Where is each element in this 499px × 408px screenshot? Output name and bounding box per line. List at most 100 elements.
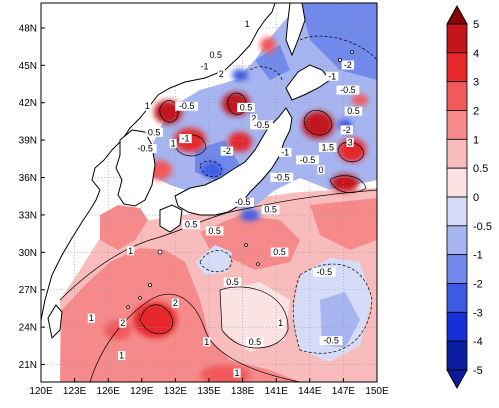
- contour-label-bg: [175, 101, 198, 111]
- contour-label-bg: [340, 125, 353, 135]
- y-tick-label: 24N: [19, 323, 37, 334]
- map-panel: 10.5-12-2-1-0.5-0.51 0.5 0.52-0.50.5 -2-11-…: [19, 2, 389, 397]
- colorbar-label: -4: [473, 336, 483, 348]
- colorbar-label: -0.5: [473, 221, 492, 233]
- contour-label-bg: [145, 127, 163, 137]
- contour-label-bg: [261, 205, 280, 215]
- contour-label-bg: [296, 155, 319, 165]
- colorbar-segment: [446, 311, 468, 342]
- contour-label-bg: [277, 318, 285, 328]
- colorbar-segment: [446, 138, 468, 169]
- field-shelf: [100, 205, 148, 250]
- contour-label-bg: [243, 19, 251, 29]
- contour-label: 2: [173, 298, 178, 308]
- contour-label: 3: [348, 137, 353, 147]
- contour-label: 0.5: [347, 106, 360, 116]
- anomaly-field: [60, 3, 377, 382]
- hot-4: [228, 132, 252, 152]
- contour-label-bg: [198, 61, 211, 71]
- y-tick-label: 30N: [19, 248, 37, 259]
- y-tick-label: 42N: [19, 98, 37, 109]
- contour-label: 1: [128, 246, 133, 256]
- x-tick-label: 129E: [130, 386, 154, 397]
- colorbar-top-arrow: [446, 4, 468, 25]
- contour-label-bg: [346, 137, 354, 147]
- land-islands: [126, 50, 354, 309]
- contour-label-bg: [87, 313, 95, 323]
- contour-label-bg: [220, 146, 234, 156]
- x-tick-label: 144E: [298, 386, 322, 397]
- contour-label: -0.5: [235, 197, 251, 207]
- hot-10: [352, 94, 368, 106]
- colorbar-label: 2: [473, 106, 479, 118]
- contour-label: 2: [219, 69, 224, 79]
- contour-label: -0.5: [137, 144, 153, 154]
- contour-label-bg: [317, 165, 325, 175]
- contour-label: 0.5: [273, 247, 286, 257]
- contour-label: -0.5: [340, 85, 356, 95]
- contour-label-bg: [319, 336, 343, 346]
- contour-label: -0.5: [274, 172, 290, 182]
- field-red-east: [310, 198, 377, 250]
- contour-label: 0.5: [148, 127, 161, 137]
- contour-label: -0.5: [179, 101, 195, 111]
- contour-label: 1: [234, 368, 239, 378]
- x-tick-label: 150E: [365, 386, 389, 397]
- colorbar-segment: [446, 52, 468, 83]
- contour-label-bg: [312, 267, 336, 277]
- y-tick-label: 27N: [19, 285, 37, 296]
- contour-label: 0.5: [208, 226, 221, 236]
- contour-label: 1: [119, 351, 124, 361]
- contour-label: -1: [328, 71, 336, 81]
- y-tick-label: 48N: [19, 23, 37, 34]
- colorbar-label: -3: [473, 307, 483, 319]
- hot-8: [260, 37, 276, 53]
- contour-label: 1: [171, 139, 176, 149]
- colorbar-segment: [446, 340, 468, 371]
- x-tick-label: 135E: [197, 386, 221, 397]
- y-tick-label: 45N: [19, 61, 37, 72]
- contour-label-bg: [203, 337, 211, 347]
- field-blue-east-2: [320, 292, 360, 348]
- contour-label-bg: [127, 246, 135, 256]
- x-axis: 120E 123E 126E 129E 132E 135E 138E 141E 144E 147E…: [29, 378, 389, 397]
- x-tick-label: 147E: [332, 386, 356, 397]
- colorbar-label: 3: [473, 77, 479, 89]
- contour-label: -1: [281, 147, 289, 157]
- field-blue-deep-n: [255, 45, 290, 80]
- contour-label: 0.5: [264, 205, 277, 215]
- land-sakhalin: [285, 3, 306, 57]
- contour-label: 1.5: [321, 142, 334, 152]
- colorbar-segment: [446, 196, 468, 227]
- colorbar-segment: [446, 81, 468, 111]
- land-japan-kyushu: [159, 204, 183, 233]
- y-axis: 21N 24N 27N 30N 33N 36N 39N 42N 45N 48N: [19, 23, 45, 371]
- colorbar-bottom-arrow: [446, 369, 468, 390]
- x-tick-label: 141E: [265, 386, 289, 397]
- contour-label: -0.5: [323, 336, 339, 346]
- colorbar-label: 0.5: [473, 163, 488, 175]
- low-4: [240, 209, 260, 221]
- contour-label-bg: [179, 134, 192, 144]
- colorbar-segment: [446, 283, 468, 313]
- land-mainland: [41, 3, 276, 321]
- contour-labels: 10.5-12-2-1-0.5-0.51 0.5 0.52-0.50.5 -2-11-…: [87, 19, 363, 378]
- colorbar-label: 5: [473, 19, 479, 31]
- colorbar-segment: [446, 225, 468, 256]
- contour-label: 1: [89, 313, 94, 323]
- contour-label-bg: [278, 147, 292, 157]
- contour-label: -0.5: [254, 120, 270, 130]
- colorbar-label: -2: [473, 279, 483, 291]
- low-2: [232, 69, 248, 81]
- contour-label: 1: [145, 101, 150, 111]
- contour-label-bg: [336, 85, 360, 95]
- land-taiwan: [47, 304, 63, 340]
- contour-label: -1: [201, 61, 209, 71]
- contour-label: 0.5: [240, 102, 253, 112]
- land-japan-honshu: [174, 107, 293, 216]
- contour-label: -0.5: [317, 267, 333, 277]
- field-red-south: [60, 248, 300, 382]
- contour-label-bg: [237, 102, 255, 112]
- contour-label: 0.5: [249, 337, 262, 347]
- contour-label-bg: [233, 368, 241, 378]
